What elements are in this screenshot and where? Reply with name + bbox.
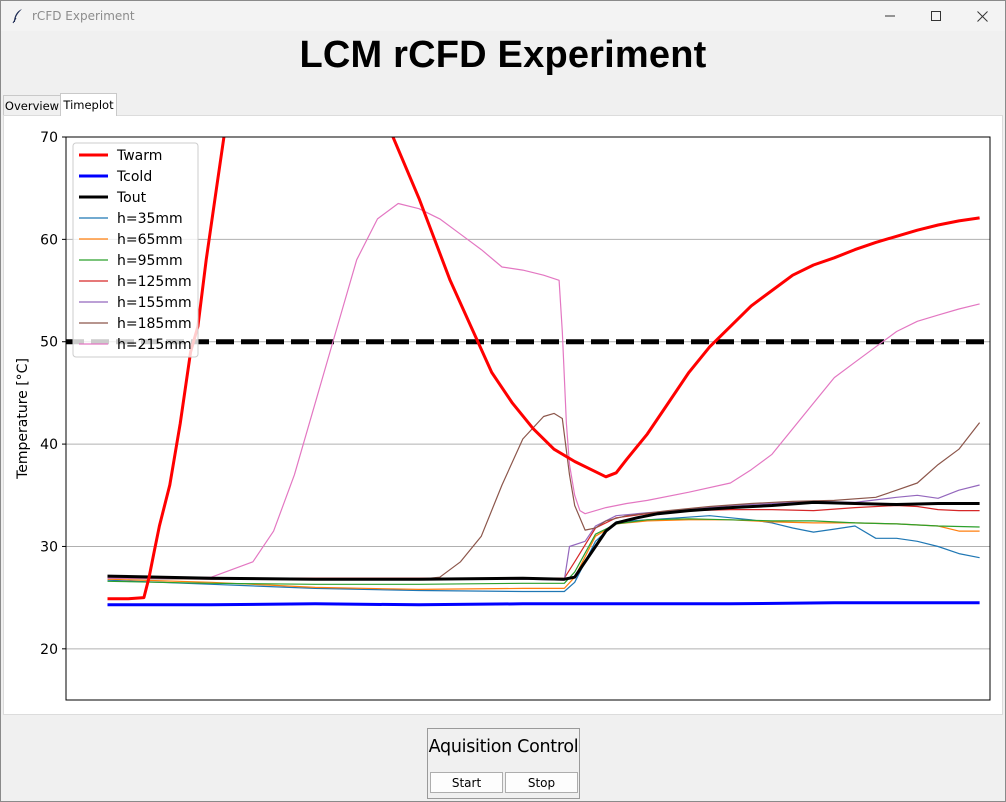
series-line-h-215mm [107,202,980,579]
acquisition-control-group: Aquisition Control Start Stop [427,728,580,799]
y-tick-label-60: 60 [40,232,58,248]
y-tick-label-30: 30 [40,539,58,555]
series-line-tout [107,500,980,581]
series-line-tcold [107,601,980,607]
close-icon [976,10,988,22]
minimize-icon [885,15,895,17]
feather-icon [12,9,22,24]
legend-label-h-125mm: h=125mm [117,274,192,290]
legend-label-h-65mm: h=65mm [117,232,183,248]
legend-label-h-35mm: h=35mm [117,211,183,227]
legend-label-twarm: Twarm [116,148,162,164]
acquisition-control-label: Aquisition Control [428,737,579,757]
legend-label-h-185mm: h=185mm [117,316,192,332]
y-axis-label: Temperature [°C] [15,358,31,480]
legend-label-h-215mm: h=215mm [117,337,192,353]
series-line-twarm [107,137,980,601]
temperature-chart: 20 30 40 50 60 70 Temperature [°C] Twarm Tcold To… [15,130,991,701]
y-tick-label-50: 50 [40,335,58,351]
maximize-button[interactable] [913,1,959,31]
stop-button[interactable]: Stop [505,772,578,793]
legend-label-h-155mm: h=155mm [117,295,192,311]
maximize-icon [931,11,941,21]
close-button[interactable] [959,1,1005,31]
minimize-button[interactable] [867,1,913,31]
page-title: LCM rCFD Experiment [299,34,707,76]
plot-frame [65,136,991,701]
title-bar[interactable]: rCFD Experiment [1,1,1005,31]
series-line-h-185mm [107,412,981,580]
legend-label-tout: Tout [116,190,147,206]
window-title: rCFD Experiment [32,9,135,23]
legend-label-h-95mm: h=95mm [117,253,183,269]
y-tick-label-20: 20 [40,642,58,658]
timeplot-panel: 20 30 40 50 60 70 Temperature [°C] Twarm Tcold To… [3,115,1003,715]
tab-overview[interactable]: Overview [3,95,61,115]
series-line-h-35mm [107,515,980,593]
series-line-h-95mm [107,518,980,585]
legend-label-tcold: Tcold [116,169,152,185]
y-tick-label-40: 40 [40,437,58,453]
y-tick-label-70: 70 [40,130,58,146]
tab-timeplot[interactable]: Timeplot [60,93,117,116]
series-group [107,137,981,607]
start-button[interactable]: Start [430,772,503,793]
